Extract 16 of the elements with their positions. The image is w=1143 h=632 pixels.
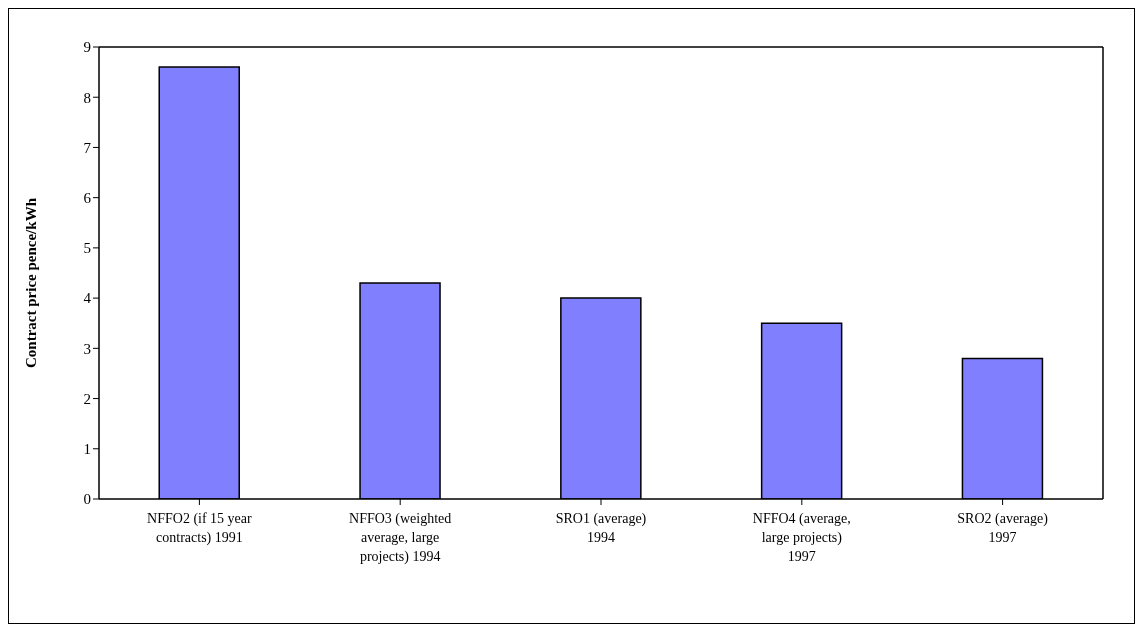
y-tick-label: 8 [83,89,91,106]
x-tick-label: SRO1 (average) 1994 [555,511,647,545]
y-tick-label: 4 [83,290,92,307]
y-tick-label: 3 [83,340,91,357]
y-tick-label: 9 [83,39,91,56]
y-tick-label: 6 [83,189,92,206]
y-tick-label: 5 [83,240,91,257]
y-tick-label: 1 [83,441,91,458]
x-tick-label: SRO2 (average) 1997 [957,511,1049,545]
x-tick-label: NFFO3 (weighted average, large projects) 1994 [349,511,452,565]
y-tick-label: 7 [83,139,92,156]
y-tick-label: 2 [83,390,91,407]
y-tick-label: 0 [83,491,91,508]
x-tick-label: NFFO4 (average, large projects) 1997 [752,511,851,564]
y-axis-title: Contract price pence/kWh [23,197,40,368]
x-tick-label: NFFO2 (if 15 year contracts) 1991 [147,511,253,546]
